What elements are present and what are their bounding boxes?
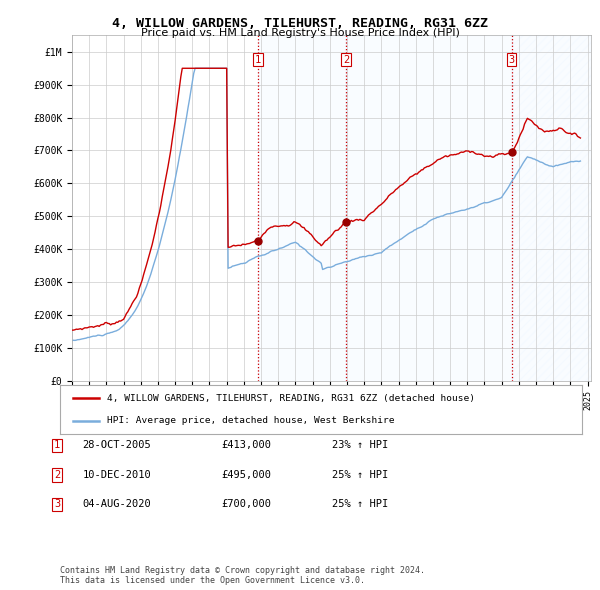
Bar (258, 35, 346, 381)
Text: 25% ↑ HPI: 25% ↑ HPI (332, 500, 388, 509)
Text: HPI: Average price, detached house, West Berkshire: HPI: Average price, detached house, West… (107, 416, 394, 425)
Text: 3: 3 (54, 500, 60, 509)
Bar (512, 35, 591, 381)
Text: 04-AUG-2020: 04-AUG-2020 (83, 500, 151, 509)
Bar (346, 35, 512, 381)
Text: £413,000: £413,000 (221, 441, 271, 450)
Text: £495,000: £495,000 (221, 470, 271, 480)
Text: 10-DEC-2010: 10-DEC-2010 (83, 470, 151, 480)
Text: 1: 1 (54, 441, 60, 450)
Text: 23% ↑ HPI: 23% ↑ HPI (332, 441, 388, 450)
Text: 28-OCT-2005: 28-OCT-2005 (83, 441, 151, 450)
Text: Price paid vs. HM Land Registry's House Price Index (HPI): Price paid vs. HM Land Registry's House … (140, 28, 460, 38)
Text: 4, WILLOW GARDENS, TILEHURST, READING, RG31 6ZZ: 4, WILLOW GARDENS, TILEHURST, READING, R… (112, 17, 488, 30)
Text: 4, WILLOW GARDENS, TILEHURST, READING, RG31 6ZZ (detached house): 4, WILLOW GARDENS, TILEHURST, READING, R… (107, 394, 475, 403)
Text: 3: 3 (509, 54, 515, 64)
Text: 25% ↑ HPI: 25% ↑ HPI (332, 470, 388, 480)
Text: 1: 1 (255, 54, 261, 64)
Text: Contains HM Land Registry data © Crown copyright and database right 2024.
This d: Contains HM Land Registry data © Crown c… (60, 566, 425, 585)
Text: £700,000: £700,000 (221, 500, 271, 509)
Text: 2: 2 (343, 54, 349, 64)
Text: 2: 2 (54, 470, 60, 480)
